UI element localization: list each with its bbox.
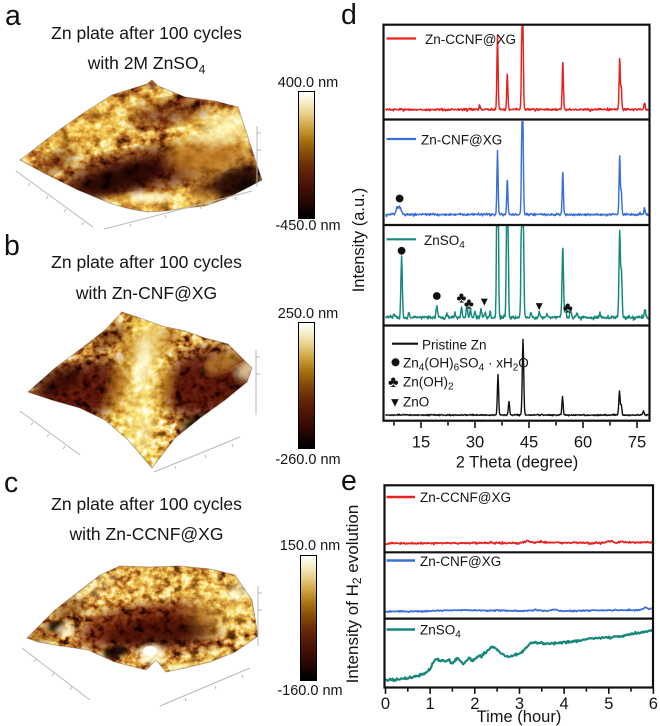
svg-text:4: 4 xyxy=(560,695,569,713)
svg-text:0: 0 xyxy=(381,695,390,713)
svg-text:15: 15 xyxy=(412,434,430,452)
svg-text:3: 3 xyxy=(515,695,524,713)
svg-text:Time (hour): Time (hour) xyxy=(477,708,562,726)
svg-text:Intensity of H2 evolution: Intensity of H2 evolution xyxy=(343,505,364,684)
svg-text:Zn-CNF@XG: Zn-CNF@XG xyxy=(421,133,502,148)
svg-text:▼: ▼ xyxy=(389,394,402,409)
svg-text:6: 6 xyxy=(649,695,658,713)
svg-text:▼: ▼ xyxy=(478,295,490,309)
svg-text:♣: ♣ xyxy=(563,300,573,317)
svg-text:Zn-CNF@XG: Zn-CNF@XG xyxy=(420,554,501,569)
svg-text:1: 1 xyxy=(426,695,435,713)
svg-text:ZnO: ZnO xyxy=(403,395,429,410)
svg-text:ZnSO4: ZnSO4 xyxy=(420,623,461,641)
svg-text:2 Theta (degree): 2 Theta (degree) xyxy=(456,454,579,472)
svg-text:♣: ♣ xyxy=(456,290,466,307)
svg-text:♣: ♣ xyxy=(388,374,399,391)
svg-text:Zn(OH)2: Zn(OH)2 xyxy=(403,375,454,393)
svg-text:♣: ♣ xyxy=(464,295,474,312)
svg-text:30: 30 xyxy=(466,434,484,452)
svg-text:Pristine Zn: Pristine Zn xyxy=(422,337,487,352)
svg-text:Zn-CCNF@XG: Zn-CCNF@XG xyxy=(420,490,511,505)
svg-text:75: 75 xyxy=(628,434,646,452)
svg-text:ZnSO4: ZnSO4 xyxy=(424,233,465,251)
svg-text:2: 2 xyxy=(470,695,479,713)
svg-text:60: 60 xyxy=(574,434,592,452)
svg-text:▼: ▼ xyxy=(533,299,545,313)
svg-text:Zn4(OH)6SO4 · xH2O: Zn4(OH)6SO4 · xH2O xyxy=(403,356,529,374)
svg-text:5: 5 xyxy=(604,695,613,713)
svg-text:Zn-CCNF@XG: Zn-CCNF@XG xyxy=(425,32,516,47)
svg-text:Intensity (a.u.): Intensity (a.u.) xyxy=(350,188,368,293)
svg-text:45: 45 xyxy=(520,434,538,452)
